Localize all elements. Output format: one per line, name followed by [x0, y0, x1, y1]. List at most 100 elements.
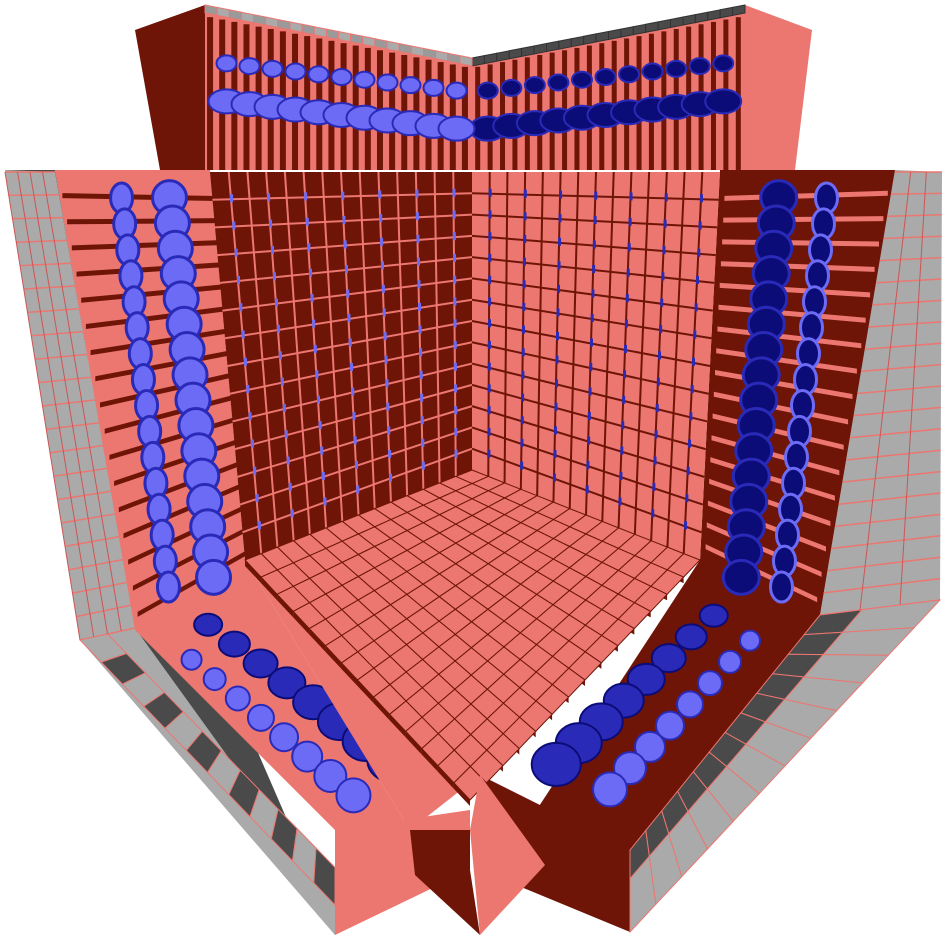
- interior-right-cell-mark: [586, 461, 590, 469]
- interior-left-cell-mark: [286, 456, 290, 465]
- interior-right-cell-mark: [619, 472, 623, 481]
- interior-left-cell-mark: [317, 395, 321, 404]
- left-floor-cell-inner: [180, 648, 203, 671]
- right-wall-tiles: [629, 171, 942, 934]
- back-rim-tile-right: [546, 40, 560, 53]
- left-tile-col-line: [29, 171, 108, 635]
- interior-right-cell-mark: [587, 436, 591, 445]
- left-tile-col-line: [42, 171, 122, 632]
- right-tile-row-line: [864, 342, 942, 350]
- interior-right-cell-mark: [685, 494, 689, 503]
- back-rim-tile-left: [204, 4, 218, 17]
- interior-right-cell-mark: [662, 246, 666, 255]
- back-wall-slot-left: [207, 17, 214, 170]
- right-tile-row-line: [872, 299, 942, 306]
- interior-right-vline: [601, 171, 615, 522]
- interior-right-cell-mark: [684, 521, 688, 530]
- interior-left-cell-mark: [248, 412, 252, 421]
- back-rim-tile-right: [570, 35, 585, 48]
- interior-right-cell-mark: [593, 216, 597, 224]
- interior-right-cell-mark: [625, 294, 629, 303]
- interior-left-cell-mark: [452, 188, 456, 197]
- back-wall-cell-left: [238, 57, 261, 76]
- interior-right-cell-mark: [624, 319, 628, 328]
- interior-left-cell-mark: [321, 472, 325, 481]
- interior-left-cell-mark: [384, 355, 388, 364]
- interior-right-cell-mark: [590, 314, 594, 322]
- back-wall-cell-left: [422, 78, 445, 97]
- right-tile-row-line: [891, 192, 942, 195]
- back-wall-cell-right: [594, 68, 617, 86]
- right-tile-row-line: [831, 535, 941, 550]
- interior-left-cell-mark: [239, 303, 243, 312]
- back-rim-tile-left: [301, 23, 315, 36]
- interior-right-cell-mark: [585, 485, 589, 494]
- back-rim-tile-left: [386, 40, 400, 53]
- right-tile-row-line: [842, 470, 941, 483]
- interior-left-cell-mark: [290, 509, 294, 518]
- back-wall-cell-right: [523, 76, 546, 95]
- right-front-tile-light: [629, 855, 657, 934]
- back-rim-tile-right: [558, 38, 572, 50]
- interior-right-cell-mark: [522, 280, 526, 289]
- interior-left-cell-mark: [280, 377, 284, 386]
- back-rim-tile-left: [362, 35, 376, 48]
- back-rim-tile-left: [459, 54, 473, 67]
- interior-left-cell-mark: [253, 466, 257, 475]
- interior-right-cell-mark: [656, 377, 660, 386]
- left-floor-cell: [242, 648, 279, 679]
- interior-left-cell-mark: [381, 284, 385, 293]
- back-wall-cell-left: [437, 115, 476, 142]
- floor-block-side: [357, 680, 374, 704]
- interior-left-cell-mark: [453, 319, 457, 328]
- back-wall-cell-left: [330, 68, 353, 86]
- floor-block-side: [437, 765, 454, 789]
- interior-right-cell-mark: [487, 340, 491, 349]
- interior-left-vline: [358, 171, 376, 509]
- interior-right-cell-mark: [699, 194, 703, 203]
- back-rim-tile-right: [620, 26, 634, 38]
- interior-right-cell-mark: [557, 261, 561, 270]
- back-wall-cell-right: [704, 88, 743, 115]
- interior-right-cell-mark: [689, 412, 693, 421]
- back-wall-cell-left: [215, 54, 238, 73]
- interior-left-vline: [433, 171, 441, 483]
- right-floor-cell-inner: [592, 771, 628, 808]
- interior-right-cell-mark: [487, 384, 491, 393]
- right-tile-row-line: [868, 321, 942, 328]
- interior-right-cell-mark: [693, 330, 697, 339]
- interior-left-cell-mark: [420, 416, 424, 425]
- right-tile-row-line: [846, 449, 941, 461]
- interior-left-cell-mark: [453, 275, 457, 284]
- right-tile-row-line: [887, 214, 942, 218]
- back-wall-cell-right: [688, 57, 711, 76]
- interior-left-cell-mark: [304, 192, 308, 201]
- back-rim-tile-left: [374, 38, 388, 50]
- right-tile-row-line: [849, 428, 941, 439]
- interior-left-cell-mark: [378, 190, 382, 199]
- interior-left-cell-mark: [237, 276, 240, 285]
- interior-left-cell-mark: [310, 294, 314, 303]
- back-wall-cell-right: [618, 65, 641, 84]
- interior-left-cell-mark: [452, 232, 456, 241]
- interior-right-cell-mark: [522, 302, 526, 311]
- interior-right-cell-mark: [692, 357, 695, 366]
- interior-right-cell-mark: [594, 191, 598, 200]
- right-tile-row-line: [827, 556, 941, 572]
- interior-left-cell-mark: [453, 362, 457, 371]
- back-rim-tile-right: [583, 33, 597, 45]
- interior-right-cell-mark: [488, 297, 492, 306]
- back-rim-tile-right: [645, 21, 659, 33]
- interior-right-cell-mark: [521, 348, 525, 357]
- interior-left-cell-mark: [416, 234, 420, 243]
- back-rim-tile-right: [595, 30, 609, 43]
- back-wall-cell-left: [353, 70, 376, 89]
- interior-left-cell-mark: [274, 298, 278, 307]
- interior-left-cell-mark: [420, 393, 424, 402]
- interior-right-cell-mark: [694, 303, 698, 312]
- back-rim-tile-right: [521, 45, 535, 58]
- interior-right-cell-mark: [661, 272, 665, 281]
- back-wall-cell-left: [284, 62, 307, 81]
- back-rim-tile-right: [694, 11, 709, 24]
